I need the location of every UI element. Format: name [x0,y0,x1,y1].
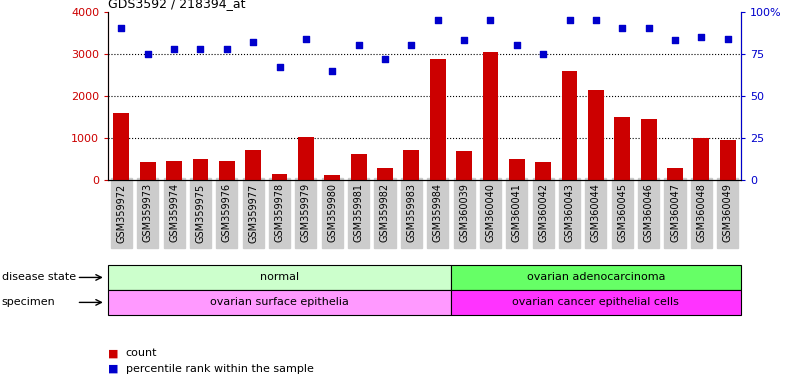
Text: ovarian adenocarcinoma: ovarian adenocarcinoma [527,272,665,283]
Point [273,64,286,70]
Point [352,42,365,48]
Point [141,51,154,57]
Bar [351,154,367,180]
Bar [272,174,288,180]
Bar [219,161,235,180]
Point [457,37,470,43]
Point [722,35,735,41]
Bar [509,159,525,180]
Text: count: count [126,348,157,358]
Point [115,25,127,31]
Bar [694,138,710,180]
Bar [641,119,657,180]
Bar [451,290,741,315]
Point [379,56,392,62]
Bar [482,52,498,180]
Point [616,25,629,31]
Text: percentile rank within the sample: percentile rank within the sample [126,364,314,374]
Bar [324,175,340,180]
Bar [457,151,472,180]
Bar [588,90,604,180]
Point [537,51,549,57]
Point [590,17,602,23]
Text: ovarian cancer epithelial cells: ovarian cancer epithelial cells [513,297,679,308]
Text: ■: ■ [108,348,119,358]
Bar [108,265,451,290]
Bar [404,150,419,180]
Point [510,42,523,48]
Point [669,37,682,43]
Bar [430,59,445,180]
Point [484,17,497,23]
Bar [114,113,129,180]
Point [405,42,418,48]
Point [695,34,708,40]
Point [326,68,339,74]
Text: GDS3592 / 218394_at: GDS3592 / 218394_at [108,0,246,10]
Bar [451,265,741,290]
Text: ovarian surface epithelia: ovarian surface epithelia [210,297,349,308]
Point [220,46,233,52]
Bar [667,168,683,180]
Point [167,46,180,52]
Text: specimen: specimen [2,297,55,308]
Point [431,17,444,23]
Bar [614,117,630,180]
Point [300,35,312,41]
Bar [720,139,735,180]
Point [194,46,207,52]
Bar [245,150,261,180]
Bar [298,137,314,180]
Text: disease state: disease state [2,272,76,283]
Bar [166,161,182,180]
Text: ■: ■ [108,364,119,374]
Bar [140,162,155,180]
Point [247,39,260,45]
Bar [377,168,392,180]
Bar [108,290,451,315]
Text: normal: normal [260,272,299,283]
Point [642,25,655,31]
Bar [562,71,578,180]
Bar [535,162,551,180]
Bar [192,159,208,180]
Point [563,17,576,23]
